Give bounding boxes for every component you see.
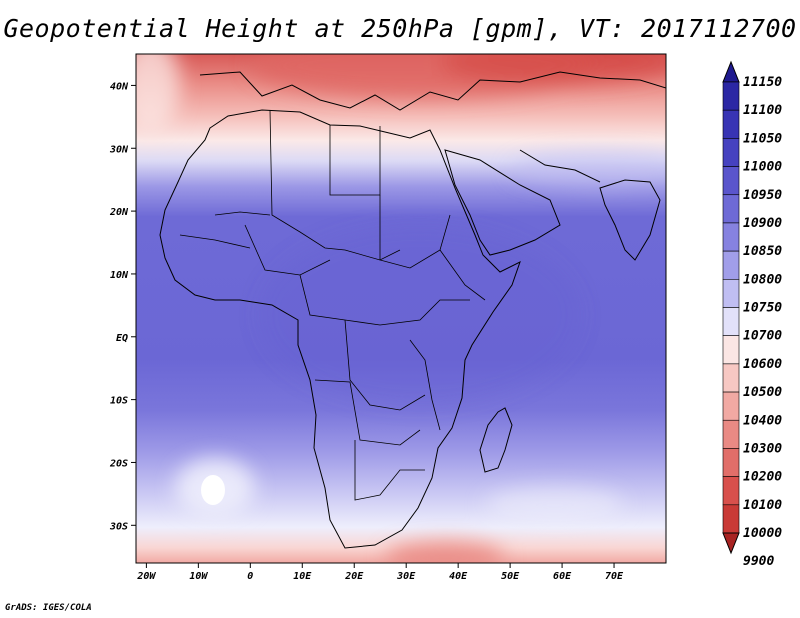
europe-coast — [199, 71, 666, 111]
colorbar-top-arrow — [722, 60, 740, 83]
colorbar-swatch — [722, 476, 740, 506]
colorbar-bottom-arrow — [722, 532, 740, 555]
colorbar-label: 11050 — [743, 131, 782, 146]
colorbar-label: 10750 — [743, 301, 782, 316]
colorbar-swatch — [722, 279, 740, 308]
lon-tick-label: 10E — [293, 571, 312, 582]
colorbar-label: 10400 — [743, 413, 782, 428]
colorbar-label: 10300 — [743, 441, 782, 456]
lat-tick-label: 20N — [109, 207, 129, 218]
colorbar-swatch — [722, 363, 740, 393]
lat-tick-label: 10N — [110, 270, 129, 281]
colorbar-swatch — [722, 335, 740, 365]
colorbar-label: 10100 — [743, 498, 782, 513]
lat-tick-label: EQ — [116, 333, 128, 344]
country-borders — [179, 109, 486, 501]
colorbar-swatch — [722, 222, 740, 252]
persian-gulf-coast — [519, 149, 601, 183]
lat-tick-label: 30S — [109, 521, 128, 532]
colorbar-label: 10600 — [743, 357, 782, 372]
colorbar-label: 10950 — [743, 188, 782, 203]
colorbar-swatch — [722, 419, 740, 449]
madagascar — [479, 407, 513, 473]
colorbar-swatch — [722, 166, 740, 196]
colorbar-swatch — [722, 504, 740, 534]
colorbar-label: 10200 — [743, 470, 782, 485]
colorbar-label: 10900 — [743, 216, 782, 231]
arabian-peninsula — [444, 149, 561, 256]
lat-axis: 40N 30N 20N 10N EQ 10S 20S 30S — [109, 81, 136, 532]
colorbar-swatch — [722, 391, 740, 421]
lon-tick-label: 10W — [189, 571, 208, 582]
colorbar-swatch — [722, 307, 740, 336]
colorbar-swatch — [722, 138, 740, 167]
colorbar-swatch — [722, 448, 740, 477]
colorbar-label: 10700 — [743, 329, 782, 344]
colorbar-label: 11100 — [743, 103, 782, 118]
colorbar-label: 10500 — [743, 385, 782, 400]
map-title: Geopotential Height at 250hPa [gpm], VT:… — [3, 14, 797, 43]
india — [599, 179, 661, 261]
colorbar-label: 10800 — [743, 272, 782, 287]
colorbar-swatch — [722, 194, 740, 224]
lon-tick-label: 0 — [247, 571, 253, 582]
colorbar-label: 9900 — [743, 554, 774, 569]
africa-coastline — [159, 109, 521, 549]
lon-tick-label: 70E — [605, 571, 624, 582]
lon-tick-label: 50E — [501, 571, 520, 582]
plot-frame — [135, 53, 667, 564]
height-field — [136, 54, 666, 563]
lat-tick-label: 10S — [110, 396, 128, 407]
colorbar-label: 11150 — [743, 75, 782, 90]
lon-tick-label: 30E — [396, 571, 416, 582]
coastlines — [159, 71, 666, 549]
colorbar-swatch — [722, 81, 740, 111]
lat-tick-label: 30N — [109, 144, 129, 155]
lon-tick-label: 20W — [136, 571, 156, 582]
lon-tick-label: 40E — [449, 571, 468, 582]
lat-tick-label: 40N — [110, 81, 129, 92]
colorbar-label: 11000 — [743, 160, 782, 175]
colorbar-label: 10000 — [743, 526, 782, 541]
lat-tick-label: 20S — [109, 458, 128, 469]
colorbar: 11150 11100 11050 11000 10950 10900 10850 10800… — [722, 60, 782, 569]
colorbar-label: 10850 — [743, 244, 782, 259]
lon-tick-label: 20E — [344, 571, 364, 582]
colorbar-swatch — [722, 250, 740, 280]
lon-tick-label: 60E — [553, 571, 572, 582]
footer-credit: GrADS: IGES/COLA — [5, 603, 92, 613]
colorbar-swatch — [722, 109, 740, 139]
lon-axis: 20W 10W 0 10E 20E 30E 40E 50E 60E 70E — [136, 563, 624, 582]
